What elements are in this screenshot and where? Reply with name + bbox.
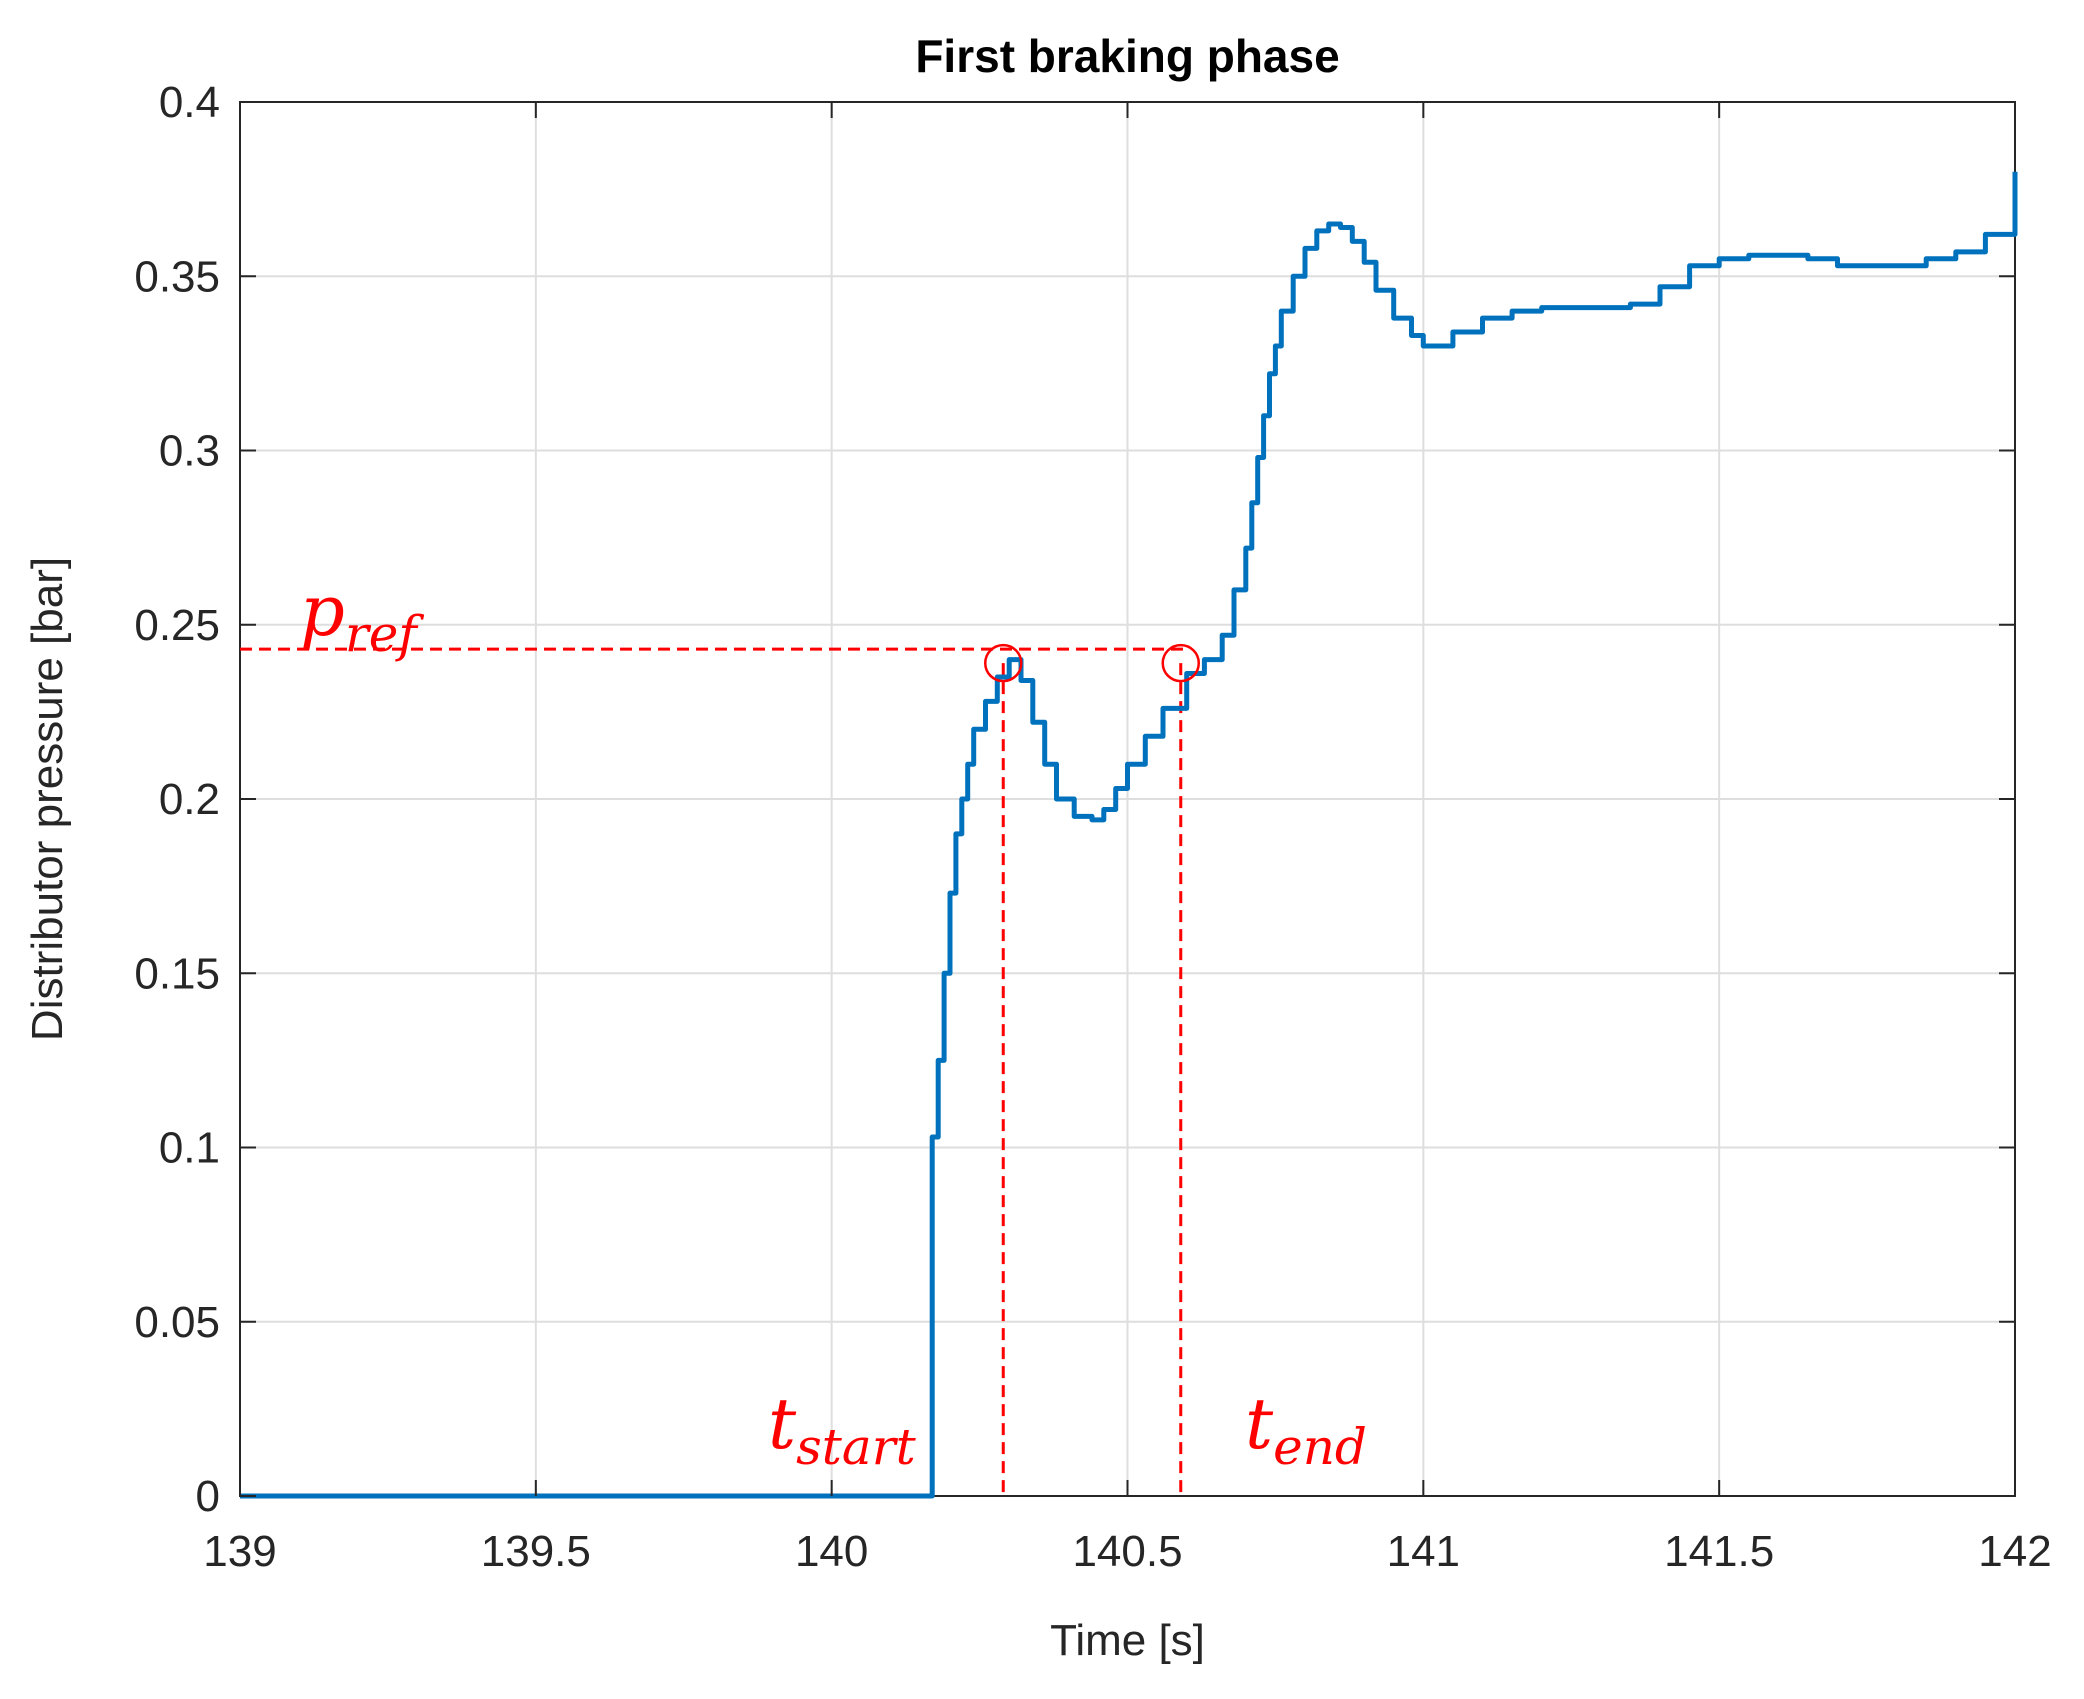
y-tick-label: 0 [196,1472,220,1521]
y-tick-label: 0.1 [159,1124,220,1173]
ticks: 139 139.5 140 140.5 141 141.5 142 0 0.05 0.1 0.15 0… [134,78,2051,1576]
series-line [240,171,2018,1499]
y-tick-label: 0.2 [159,775,220,824]
y-axis-label: Distributor pressure [bar] [23,557,72,1041]
x-tick-label: 139 [203,1527,276,1576]
y-tick-label: 0.3 [159,427,220,476]
x-tick-label: 142 [1978,1527,2051,1576]
x-tick-label: 140 [795,1527,868,1576]
y-tick-label: 0.05 [134,1298,220,1347]
series-layer [240,171,2018,1499]
x-axis-label: Time [s] [1050,1616,1205,1665]
reference-lines [240,647,1185,1496]
x-tick-label: 139.5 [481,1527,591,1576]
marker-layer [984,643,1200,683]
y-tick-label: 0.15 [134,949,220,998]
t-end-label: tend [1245,1383,1367,1476]
y-tick-label: 0.35 [134,252,220,301]
x-tick-label: 141 [1387,1527,1460,1576]
t-start-marker [984,643,1023,683]
x-tick-label: 140.5 [1072,1527,1182,1576]
t-start-label: tstart [768,1383,917,1476]
x-tick-label: 141.5 [1664,1527,1774,1576]
chart-title: First braking phase [915,30,1339,82]
t-end-marker [1161,643,1200,683]
y-tick-label: 0.25 [134,601,220,650]
p-ref-label: pref [300,570,424,663]
annotations: pref tstart tend [300,570,1367,1476]
y-tick-label: 0.4 [159,78,220,127]
